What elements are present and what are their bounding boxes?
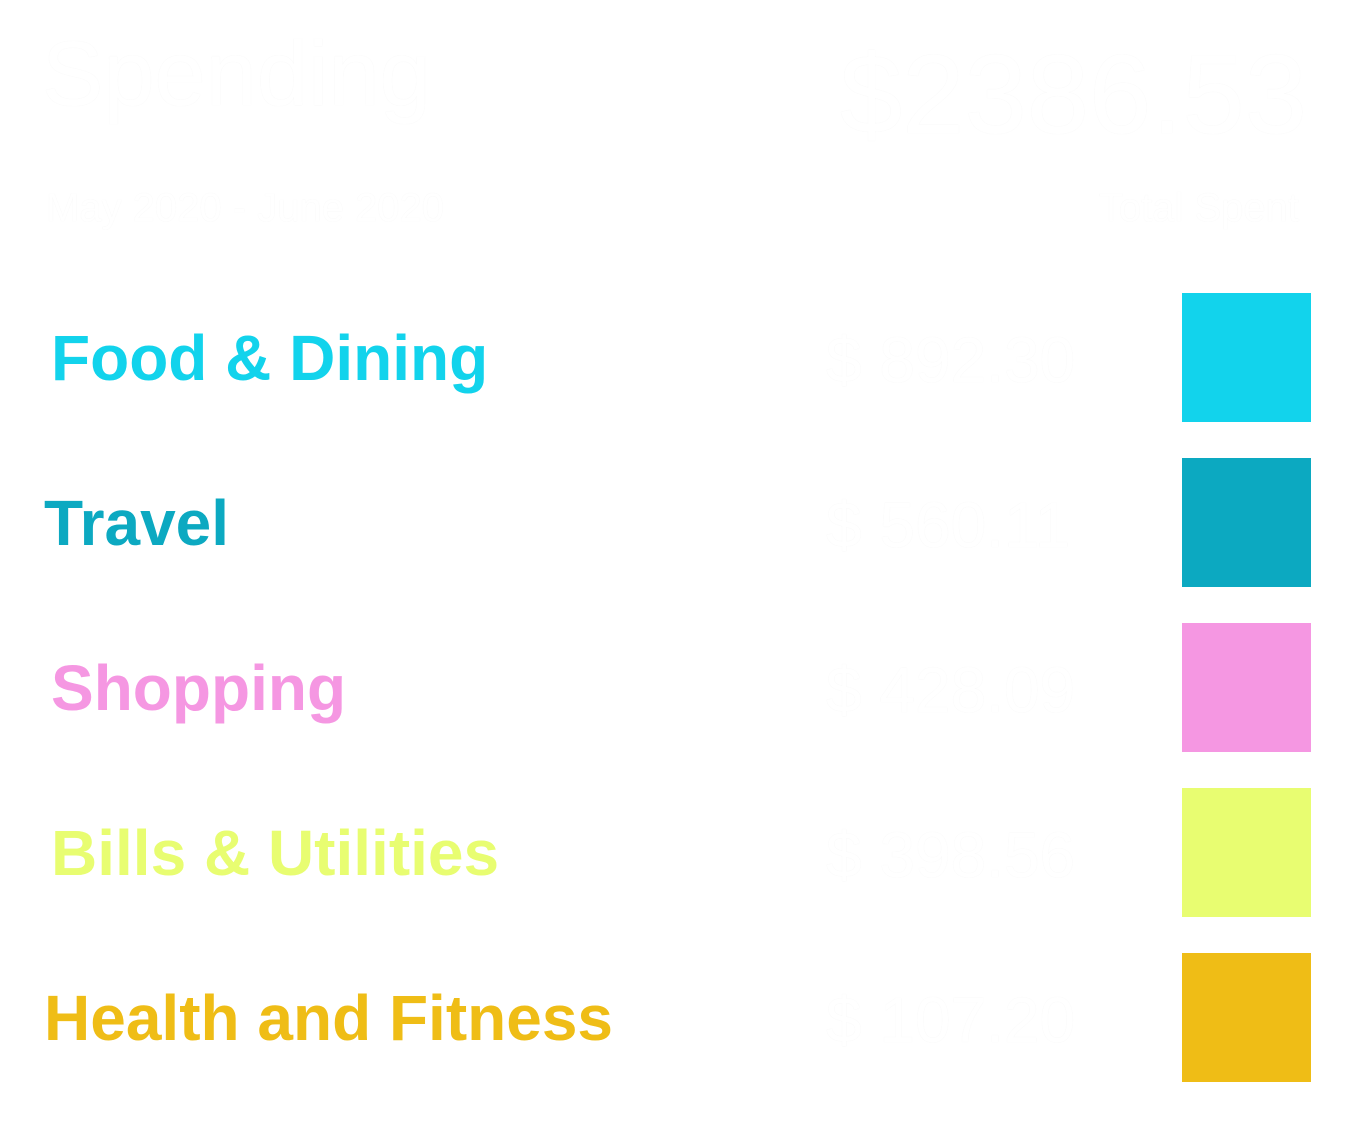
category-amount: $ 428.09 [826,654,1076,726]
category-row-travel: Travel $ 560.11 [0,458,1345,588]
category-amount: $ 892.30 [826,324,1076,396]
date-range: May 2020 - June 2020 [46,186,445,230]
category-color-swatch [1182,458,1311,587]
category-row-health-fitness: Health and Fitness $ 107.20 [0,953,1345,1083]
category-label: Food & Dining [51,322,489,394]
category-label: Bills & Utilities [51,817,500,889]
category-label: Health and Fitness [44,982,613,1054]
category-amount: $ 398.56 [826,819,1076,891]
category-color-swatch [1182,788,1311,917]
category-row-shopping: Shopping $ 428.09 [0,623,1345,753]
spending-title: Spending [42,23,431,125]
total-amount: $2386.53 [839,32,1307,157]
category-amount: $ 107.20 [826,984,1076,1056]
category-color-swatch [1182,293,1311,422]
category-color-swatch [1182,953,1311,1082]
category-amount: $ 560.11 [826,489,1071,561]
category-row-bills-utilities: Bills & Utilities $ 398.56 [0,788,1345,918]
category-row-food-dining: Food & Dining $ 892.30 [0,293,1345,423]
total-label: Total Spent [1098,186,1299,230]
category-label: Shopping [51,652,347,724]
category-color-swatch [1182,623,1311,752]
category-label: Travel [44,487,230,559]
